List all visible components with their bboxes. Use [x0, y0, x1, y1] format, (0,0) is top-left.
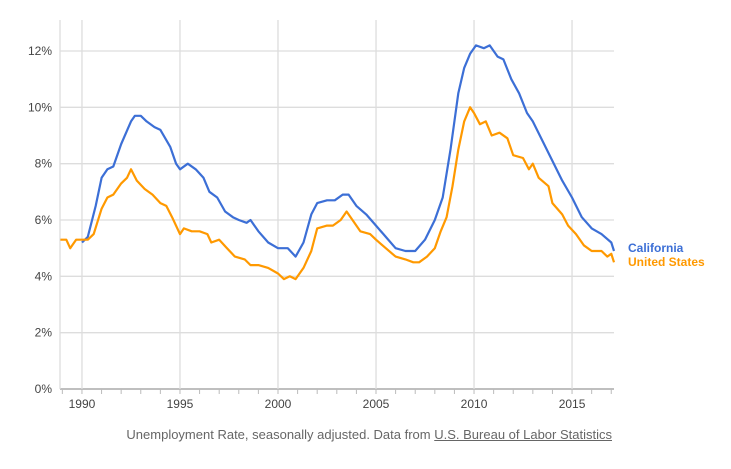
x-tick-label: 2000	[265, 397, 292, 411]
y-tick-label: 0%	[35, 382, 53, 396]
y-tick-label: 6%	[35, 213, 53, 227]
source-link[interactable]: U.S. Bureau of Labor Statistics	[434, 427, 612, 442]
y-tick-label: 4%	[35, 269, 53, 283]
legend-label: United States	[628, 255, 705, 269]
x-tick-label: 2005	[363, 397, 390, 411]
x-tick-label: 2010	[461, 397, 488, 411]
x-tick-label: 2015	[559, 397, 586, 411]
caption-text: Unemployment Rate, seasonally adjusted. …	[126, 427, 435, 442]
y-tick-label: 8%	[35, 157, 53, 171]
series-line-california	[81, 44, 616, 258]
y-tick-label: 10%	[28, 100, 52, 114]
y-tick-label: 2%	[35, 326, 53, 340]
series-line-united-states	[60, 106, 616, 281]
y-tick-label: 12%	[28, 44, 52, 58]
legend-label: California	[628, 241, 684, 255]
x-tick-label: 1990	[69, 397, 96, 411]
x-tick-label: 1995	[167, 397, 194, 411]
chart-caption: Unemployment Rate, seasonally adjusted. …	[126, 427, 612, 442]
